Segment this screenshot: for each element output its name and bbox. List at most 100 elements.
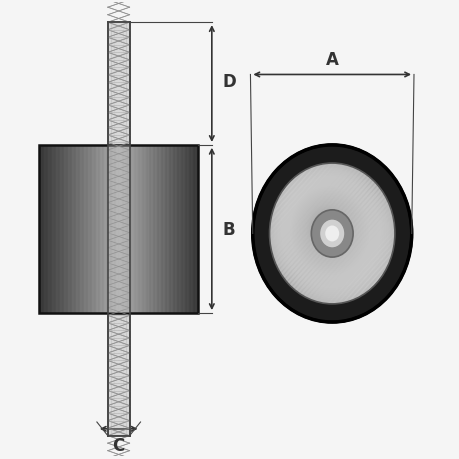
Ellipse shape [311,211,342,246]
Bar [157,146,158,313]
Text: B: B [222,220,235,238]
Ellipse shape [291,189,367,273]
Ellipse shape [297,196,360,266]
Ellipse shape [322,224,329,231]
Bar [96,146,97,313]
Bar [190,146,191,313]
Bar [95,146,96,313]
Bar [52,146,54,313]
Bar [107,23,129,436]
Bar [134,146,135,313]
Bar [120,146,121,313]
Bar [140,146,141,313]
Text: D: D [222,73,235,91]
Bar [125,146,126,313]
Bar [108,146,109,313]
Bar [142,146,144,313]
Bar [130,146,132,313]
Bar [104,146,105,313]
Ellipse shape [325,226,338,242]
Bar [81,146,83,313]
Bar [118,146,120,313]
Bar [63,146,64,313]
Bar [189,146,190,313]
Bar [173,146,174,313]
Bar [113,146,114,313]
Bar [102,146,104,313]
Ellipse shape [313,213,341,244]
Bar [123,146,124,313]
Bar [48,146,50,313]
Bar [106,146,108,313]
Bar [144,146,145,313]
Bar [79,146,80,313]
Ellipse shape [317,218,336,239]
Bar [39,146,198,313]
Bar [111,146,112,313]
Bar [182,146,183,313]
Bar [186,146,187,313]
Bar [69,146,71,313]
Bar [51,146,52,313]
Bar [83,146,84,313]
Bar [91,146,92,313]
Bar [80,146,81,313]
Ellipse shape [283,179,377,285]
Ellipse shape [306,205,349,254]
Bar [135,146,137,313]
Bar [73,146,75,313]
Ellipse shape [294,192,363,269]
Bar [154,146,156,313]
Bar [178,146,179,313]
Bar [166,146,168,313]
Bar [90,146,91,313]
Ellipse shape [273,168,389,298]
Bar [179,146,180,313]
Bar [150,146,151,313]
Bar [40,146,42,313]
Bar [85,146,87,313]
Bar [105,146,106,313]
Bar [133,146,134,313]
Bar [126,146,128,313]
Bar [191,146,192,313]
Bar [97,146,99,313]
Bar [88,146,90,313]
Ellipse shape [287,184,372,279]
Bar [93,146,95,313]
Bar [72,146,73,313]
Bar [47,146,48,313]
Bar [121,146,123,313]
Bar [66,146,67,313]
Ellipse shape [307,207,347,252]
Bar [92,146,93,313]
Bar [100,146,101,313]
Bar [177,146,178,313]
Ellipse shape [274,170,387,297]
Ellipse shape [296,194,361,268]
Bar [84,146,85,313]
Bar [87,146,88,313]
Bar [109,146,111,313]
Ellipse shape [269,164,394,304]
Ellipse shape [314,214,339,242]
Bar [196,146,198,313]
Bar [174,146,175,313]
Ellipse shape [311,210,353,257]
Bar [187,146,189,313]
Ellipse shape [298,197,358,263]
Ellipse shape [290,187,368,275]
Bar [180,146,182,313]
Text: A: A [325,50,338,68]
Bar [170,146,171,313]
Bar [168,146,170,313]
Bar [62,146,63,313]
Ellipse shape [319,221,332,235]
Ellipse shape [280,176,381,289]
Bar [146,146,147,313]
Ellipse shape [293,190,365,271]
Bar [39,146,40,313]
Bar [117,146,118,313]
Ellipse shape [272,167,391,300]
Bar [55,146,56,313]
